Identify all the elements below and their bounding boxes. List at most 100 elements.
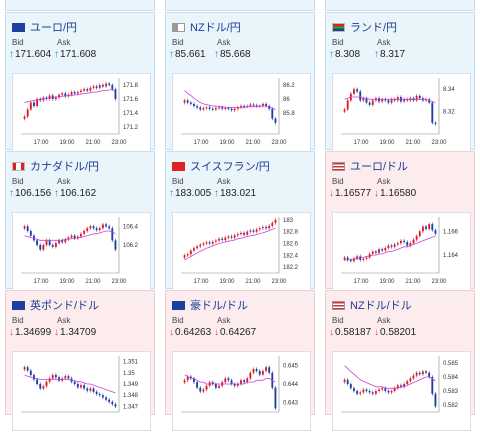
pair-name-link[interactable]: NZドル/円 (190, 22, 241, 34)
candle-body (362, 98, 365, 101)
candle-body (196, 106, 199, 108)
card-header: NZドル/円 (172, 20, 241, 34)
candle-body (114, 404, 117, 407)
candle-body (243, 380, 246, 383)
candle-body (23, 367, 26, 370)
pair-name-link[interactable]: 英ポンド/ドル (30, 300, 100, 312)
candle-body (240, 380, 242, 384)
candle-body (114, 89, 117, 99)
x-tick-label: 23:00 (271, 279, 287, 285)
candle-body (381, 249, 384, 251)
price-chart[interactable]: 8.34 8.32 17:00 19:00 21:00 23:00 (332, 73, 471, 153)
candle-body (359, 91, 362, 101)
candle-body (261, 227, 264, 229)
candle-body (353, 89, 355, 94)
price-chart[interactable]: 1.351 1.35 1.349 1.348 1.347 (12, 351, 151, 431)
y-tick-label: 182.4 (283, 253, 299, 259)
candle-body (258, 370, 261, 375)
candle-body (196, 382, 199, 388)
candle-body (33, 375, 35, 380)
pair-name-link[interactable]: ユーロ/円 (30, 22, 78, 34)
candle-body (343, 257, 346, 260)
currency-card: カナダドル/円 Bid Ask ↑106.156 ↑106.162 106.4 106.2 1… (5, 151, 155, 292)
candle-body (406, 242, 409, 246)
ask-price: 0.64267 (220, 327, 257, 338)
card-header: ランド/円 (332, 20, 397, 34)
pair-name-link[interactable]: 豪ドル/ドル (190, 300, 249, 312)
price-chart[interactable]: 106.4 106.2 17:00 19:00 21:00 23:00 (12, 212, 151, 292)
arrow-up-icon: ↑ (9, 188, 14, 199)
candle-body (48, 378, 51, 382)
price-chart[interactable]: 183 182.8 182.6 182.4 182.2 17:00 19:00 21:00 23… (172, 212, 311, 292)
pair-name-link[interactable]: カナダドル/円 (30, 161, 100, 173)
candlestick-chart: 183 182.8 182.6 182.4 182.2 17:00 19:00 21:00 23… (181, 217, 299, 285)
candle-body (356, 256, 359, 259)
candle-body (381, 388, 384, 390)
candle-body (249, 372, 252, 379)
y-tick-label: 106.4 (123, 224, 139, 230)
candlestick-chart: 1.166 1.164 17:00 19:00 21:00 23:00 (341, 217, 459, 285)
price-chart[interactable]: 1.166 1.164 17:00 19:00 21:00 23:00 (332, 212, 471, 292)
candle-body (233, 108, 236, 111)
moving-average-line (344, 96, 436, 103)
candle-body (80, 90, 82, 92)
candle-body (70, 92, 73, 95)
price-chart[interactable]: 86.2 86 85.8 17:00 19:00 21:00 23:00 (172, 73, 311, 153)
ask-price: 8.317 (380, 49, 406, 60)
candle-body (403, 240, 406, 243)
candle-body (80, 385, 82, 388)
candle-body (105, 397, 107, 400)
candle-body (196, 246, 199, 249)
card-header: ユーロ/ドル (332, 159, 408, 173)
candle-body (39, 384, 42, 389)
x-tick-label: 23:00 (431, 140, 447, 146)
candle-body (346, 257, 349, 260)
candle-body (362, 389, 365, 393)
pair-name-link[interactable]: ランド/円 (350, 22, 398, 34)
ask-label: Ask (377, 177, 391, 186)
candle-body (374, 251, 377, 253)
candle-body (51, 245, 54, 247)
candle-body (343, 109, 346, 112)
candle-body (265, 367, 267, 371)
candle-body (246, 231, 249, 235)
bid-value: ↑85.661 (169, 49, 206, 60)
candle-body (406, 99, 409, 101)
ask-price: 1.16580 (380, 188, 417, 199)
candle-body (26, 226, 29, 231)
x-tick-label: 21:00 (405, 279, 421, 285)
candle-body (368, 102, 371, 105)
pair-name-link[interactable]: スイスフラン/円 (190, 161, 270, 173)
prev-card-right (325, 0, 475, 11)
candlestick-chart: 8.34 8.32 17:00 19:00 21:00 23:00 (341, 78, 455, 146)
candle-body (421, 226, 424, 232)
candle-body (214, 108, 217, 110)
candle-body (92, 226, 95, 229)
y-tick-label: 171.2 (123, 125, 139, 131)
candle-body (183, 255, 186, 258)
candle-body (428, 372, 431, 377)
x-tick-label: 17:00 (33, 279, 49, 285)
x-tick-label: 21:00 (405, 140, 421, 146)
ask-label: Ask (217, 316, 231, 325)
price-chart[interactable]: 171.8 171.6 171.4 171.2 17:00 19:00 21:00 23:00 (12, 73, 151, 153)
pair-name-link[interactable]: ユーロ/ドル (350, 161, 409, 173)
pair-name-link[interactable]: NZドル/ドル (350, 300, 412, 312)
x-tick-label: 17:00 (33, 140, 49, 146)
y-tick-label: 1.164 (443, 253, 459, 259)
arrow-down-icon: ↓ (374, 188, 379, 199)
candle-body (356, 391, 359, 394)
candle-body (409, 243, 412, 246)
y-tick-label: 171.8 (123, 83, 139, 89)
candle-body (384, 247, 387, 251)
x-tick-label: 21:00 (85, 279, 101, 285)
candle-body (230, 380, 233, 384)
arrow-up-icon: ↑ (329, 49, 334, 60)
price-chart[interactable]: 0.585 0.584 0.583 0.582 (332, 351, 471, 431)
candle-body (211, 241, 214, 244)
card-header: ユーロ/円 (12, 20, 77, 34)
candle-body (274, 118, 277, 123)
y-tick-label: 171.4 (123, 111, 139, 117)
price-chart[interactable]: 0.645 0.644 0.643 (172, 351, 311, 431)
ask-value: ↑183.021 (214, 188, 256, 199)
